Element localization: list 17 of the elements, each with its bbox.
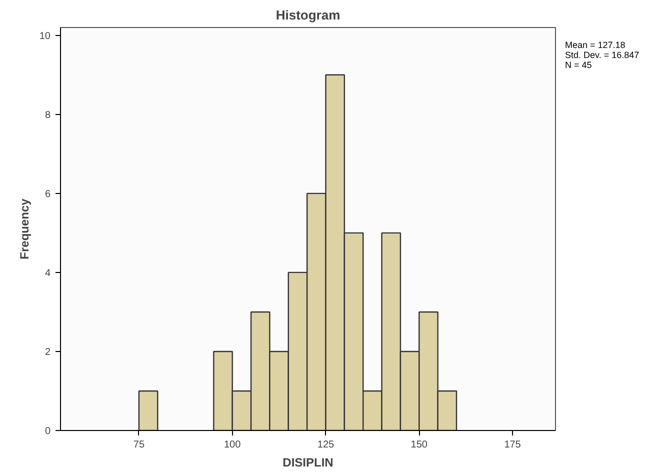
text: N = 45 <box>565 60 593 70</box>
y-tick-label: 8 <box>44 110 51 121</box>
x-tick-label: 75 <box>133 440 145 450</box>
x-axis-title: DISIPLIN <box>282 456 334 470</box>
y-tick-label: 6 <box>44 188 51 200</box>
text: Std. Dev. = 16.847 <box>565 50 640 60</box>
y-tick-label: 0 <box>44 426 51 437</box>
chart-title: Histogram <box>276 8 340 22</box>
text: Mean = 127.18 <box>565 40 626 50</box>
y-tick-label: 10 <box>39 30 51 42</box>
x-tick-label: 125 <box>317 440 335 450</box>
x-tick-label: 150 <box>410 440 428 450</box>
x-tick-label: 100 <box>224 440 242 450</box>
y-tick-label: 4 <box>44 268 51 279</box>
y-axis-title: Frequency <box>17 198 32 260</box>
x-tick-label: 175 <box>504 440 522 450</box>
y-tick-label: 2 <box>44 346 51 358</box>
